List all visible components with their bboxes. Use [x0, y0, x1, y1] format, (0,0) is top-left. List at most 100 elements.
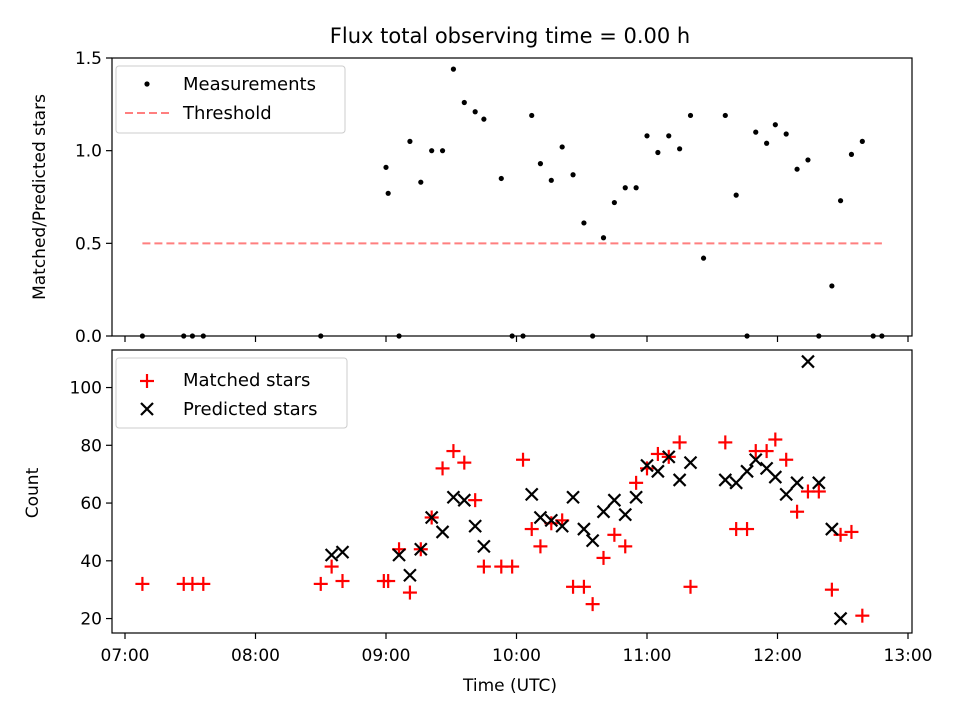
measurement-point	[548, 177, 554, 183]
predicted-star-point	[414, 542, 428, 557]
top-y-tick-label: 0.5	[75, 234, 102, 254]
matched-star-point	[585, 597, 600, 612]
measurement-point	[722, 112, 728, 119]
bottom-plot-marks	[135, 354, 870, 626]
measurement-point	[529, 112, 535, 119]
bottom-plot-frame	[111, 349, 913, 634]
bottom-y-tick-label: 40	[80, 552, 102, 572]
measurement-point	[622, 185, 628, 191]
predicted-star-point	[661, 450, 676, 464]
measurement-point	[472, 109, 478, 115]
predicted-star-point	[779, 487, 793, 502]
measurement-point	[509, 333, 515, 339]
bottom-x-tick-label: 07:00	[101, 646, 150, 666]
measurement-point	[859, 138, 865, 144]
matched-star-point	[759, 444, 774, 459]
bottom-y-tick-label: 20	[80, 610, 102, 630]
measurement-point	[600, 235, 607, 241]
measurement-point	[794, 166, 800, 172]
top-y-tick-label: 0.0	[75, 327, 102, 347]
matched-star-point	[324, 559, 339, 574]
measurement-point	[383, 164, 389, 170]
matched-star-point	[824, 582, 839, 597]
bottom-legend: Matched stars Predicted stars	[115, 357, 348, 429]
predicted-star-point	[544, 513, 559, 528]
predicted-star-point	[640, 458, 654, 473]
measurement-point	[677, 146, 683, 152]
matched-star-point	[196, 576, 211, 591]
measurement-point	[733, 192, 739, 198]
predicted-star-point	[435, 525, 450, 539]
predicted-star-point	[618, 507, 633, 522]
measurement-point	[879, 333, 885, 339]
matched-star-point	[135, 576, 150, 591]
predicted-star-point	[585, 533, 600, 548]
predicted-star-point	[729, 476, 743, 490]
legend-threshold-label: Threshold	[182, 103, 272, 124]
measurement-point	[655, 149, 661, 156]
measurement-point	[837, 198, 844, 204]
measurement-point	[200, 333, 206, 339]
top-y-axis-label: Matched/Predicted stars	[30, 94, 50, 300]
predicted-star-point	[403, 568, 417, 583]
top-legend-box	[115, 65, 346, 134]
measurement-point	[611, 199, 617, 206]
measurement-point	[181, 333, 187, 339]
bottom-y-tick-label: 60	[80, 494, 102, 514]
top-panel: 0.0 0.5 1.0 1.5 Matched/Predicted stars Mea…	[30, 49, 913, 347]
matched-star-point	[435, 461, 450, 476]
bottom-x-tick-label: 13:00	[884, 646, 933, 666]
measurement-point	[870, 333, 876, 339]
matched-star-point	[313, 576, 328, 591]
matched-star-point	[505, 559, 520, 574]
measurement-point	[633, 185, 639, 191]
measurement-point	[666, 133, 672, 139]
measurement-point	[418, 179, 424, 185]
bottom-y-tick-label: 80	[80, 436, 102, 456]
measurement-point	[816, 333, 822, 339]
matched-star-point	[335, 574, 350, 589]
measurement-point	[805, 157, 811, 163]
measurement-point	[439, 148, 446, 154]
matched-star-point	[855, 608, 870, 623]
legend-measurements-marker	[144, 81, 150, 87]
bottom-panel: 20 40 60 80 100 07:00 08:00 09:00 10:00 11:00 12:…	[23, 349, 933, 696]
matched-star-point	[672, 435, 687, 450]
measurement-point	[481, 116, 487, 122]
predicted-star-point	[629, 490, 643, 505]
matched-star-point	[629, 475, 644, 490]
measurement-point	[570, 172, 576, 178]
measurement-point	[644, 133, 650, 139]
bottom-x-tick-label: 12:00	[753, 646, 802, 666]
predicted-star-point	[833, 611, 848, 626]
measurement-point	[559, 144, 565, 150]
matched-star-point	[811, 484, 826, 499]
matched-star-point	[718, 435, 733, 450]
predicted-star-point	[457, 493, 472, 507]
legend-predicted-label: Predicted stars	[183, 399, 317, 420]
matched-star-point	[516, 452, 531, 467]
matched-star-point	[576, 579, 591, 594]
matched-star-point	[844, 524, 859, 539]
bottom-y-axis: 20 40 60 80 100	[70, 379, 112, 630]
predicted-star-point	[524, 487, 539, 502]
legend-matched-marker	[140, 374, 154, 388]
predicted-star-point	[672, 473, 687, 487]
bottom-legend-box	[115, 357, 348, 429]
measurement-point	[189, 333, 196, 339]
predicted-star-point	[424, 510, 439, 525]
matched-star-point	[740, 522, 755, 537]
measurement-point	[385, 190, 391, 196]
measurement-point	[461, 99, 467, 106]
matched-star-point	[446, 444, 461, 459]
matched-star-point	[607, 527, 622, 542]
matched-star-point	[683, 579, 698, 594]
measurement-point	[783, 131, 789, 137]
predicted-star-point	[748, 452, 763, 467]
measurement-point	[429, 148, 435, 154]
predicted-star-point	[607, 493, 622, 507]
top-plot-marks	[139, 66, 885, 339]
top-y-axis: 0.0 0.5 1.0 1.5	[75, 49, 112, 347]
predicted-star-point	[335, 545, 350, 559]
